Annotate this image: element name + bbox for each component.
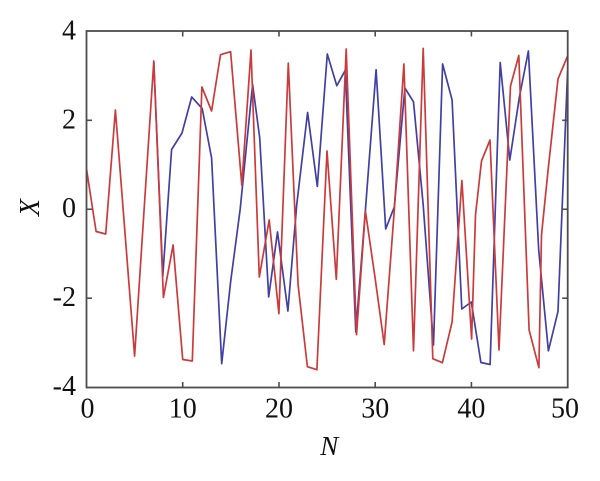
- svg-text:40: 40: [457, 394, 485, 425]
- svg-text:0: 0: [81, 394, 95, 425]
- svg-text:20: 20: [265, 394, 293, 425]
- svg-text:4: 4: [62, 15, 76, 46]
- svg-text:0: 0: [62, 193, 76, 224]
- svg-text:-4: -4: [53, 371, 76, 402]
- svg-text:N: N: [319, 431, 340, 461]
- svg-text:-2: -2: [53, 282, 76, 313]
- svg-text:2: 2: [62, 104, 76, 135]
- svg-text:10: 10: [169, 394, 197, 425]
- svg-text:X: X: [15, 198, 46, 217]
- svg-text:30: 30: [361, 394, 389, 425]
- svg-text:50: 50: [551, 394, 579, 425]
